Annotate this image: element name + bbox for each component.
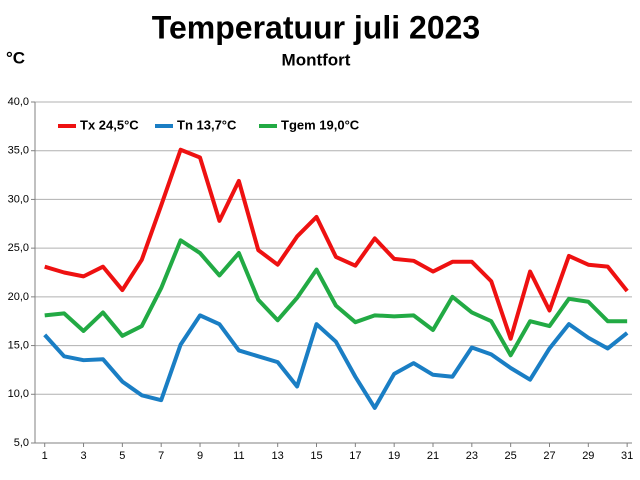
x-tick-label: 31	[621, 450, 633, 462]
x-tick-label: 23	[466, 450, 478, 462]
x-tick-label: 27	[543, 450, 555, 462]
x-tick-label: 21	[427, 450, 439, 462]
x-tick-label: 25	[505, 450, 517, 462]
y-tick-label: 20,0	[8, 291, 29, 303]
x-tick-label: 3	[80, 450, 86, 462]
y-tick-label: 25,0	[8, 242, 29, 254]
x-tick-label: 29	[582, 450, 594, 462]
legend-label: Tx 24,5°C	[80, 117, 139, 132]
series-line	[44, 238, 628, 358]
y-tick-label: 15,0	[8, 339, 29, 351]
y-tick-label: 40,0	[8, 96, 29, 108]
x-tick-label: 7	[158, 450, 164, 462]
y-tick-label: 35,0	[8, 145, 29, 157]
chart-subtitle: Montfort	[282, 50, 351, 69]
x-tick-label: 15	[310, 450, 322, 462]
series-line	[43, 313, 629, 410]
legend-label: Tgem 19,0°C	[281, 117, 360, 132]
x-tick-label: 19	[388, 450, 400, 462]
y-tick-label: 10,0	[8, 388, 29, 400]
legend-label: Tn 13,7°C	[177, 117, 237, 132]
x-tick-label: 17	[349, 450, 361, 462]
x-tick-label: 9	[197, 450, 203, 462]
y-tick-label: 30,0	[8, 193, 29, 205]
y-axis-label: °C	[6, 48, 25, 67]
series-line	[44, 147, 629, 341]
chart-title: Temperatuur juli 2023	[152, 9, 480, 45]
x-tick-label: 1	[42, 450, 48, 462]
x-tick-label: 11	[233, 450, 244, 462]
x-tick-label: 13	[272, 450, 284, 462]
x-tick-label: 5	[119, 450, 125, 462]
y-tick-label: 5,0	[14, 437, 29, 449]
